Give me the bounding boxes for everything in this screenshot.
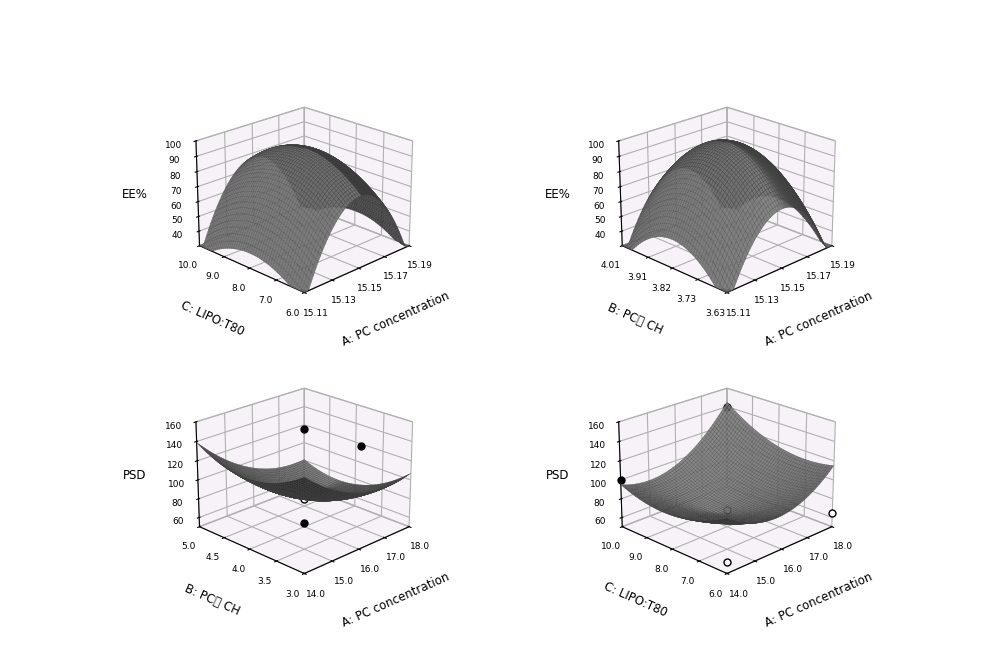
Y-axis label: C: LIPO:T80: C: LIPO:T80 — [179, 299, 246, 339]
X-axis label: A: PC concentration: A: PC concentration — [340, 570, 452, 630]
Y-axis label: B: PC： CH: B: PC： CH — [606, 301, 665, 337]
X-axis label: A: PC concentration: A: PC concentration — [763, 289, 875, 349]
Y-axis label: B: PC： CH: B: PC： CH — [183, 582, 242, 618]
X-axis label: A: PC concentration: A: PC concentration — [340, 289, 452, 349]
X-axis label: A: PC concentration: A: PC concentration — [763, 570, 875, 630]
Y-axis label: C: LIPO:T80: C: LIPO:T80 — [602, 580, 669, 619]
